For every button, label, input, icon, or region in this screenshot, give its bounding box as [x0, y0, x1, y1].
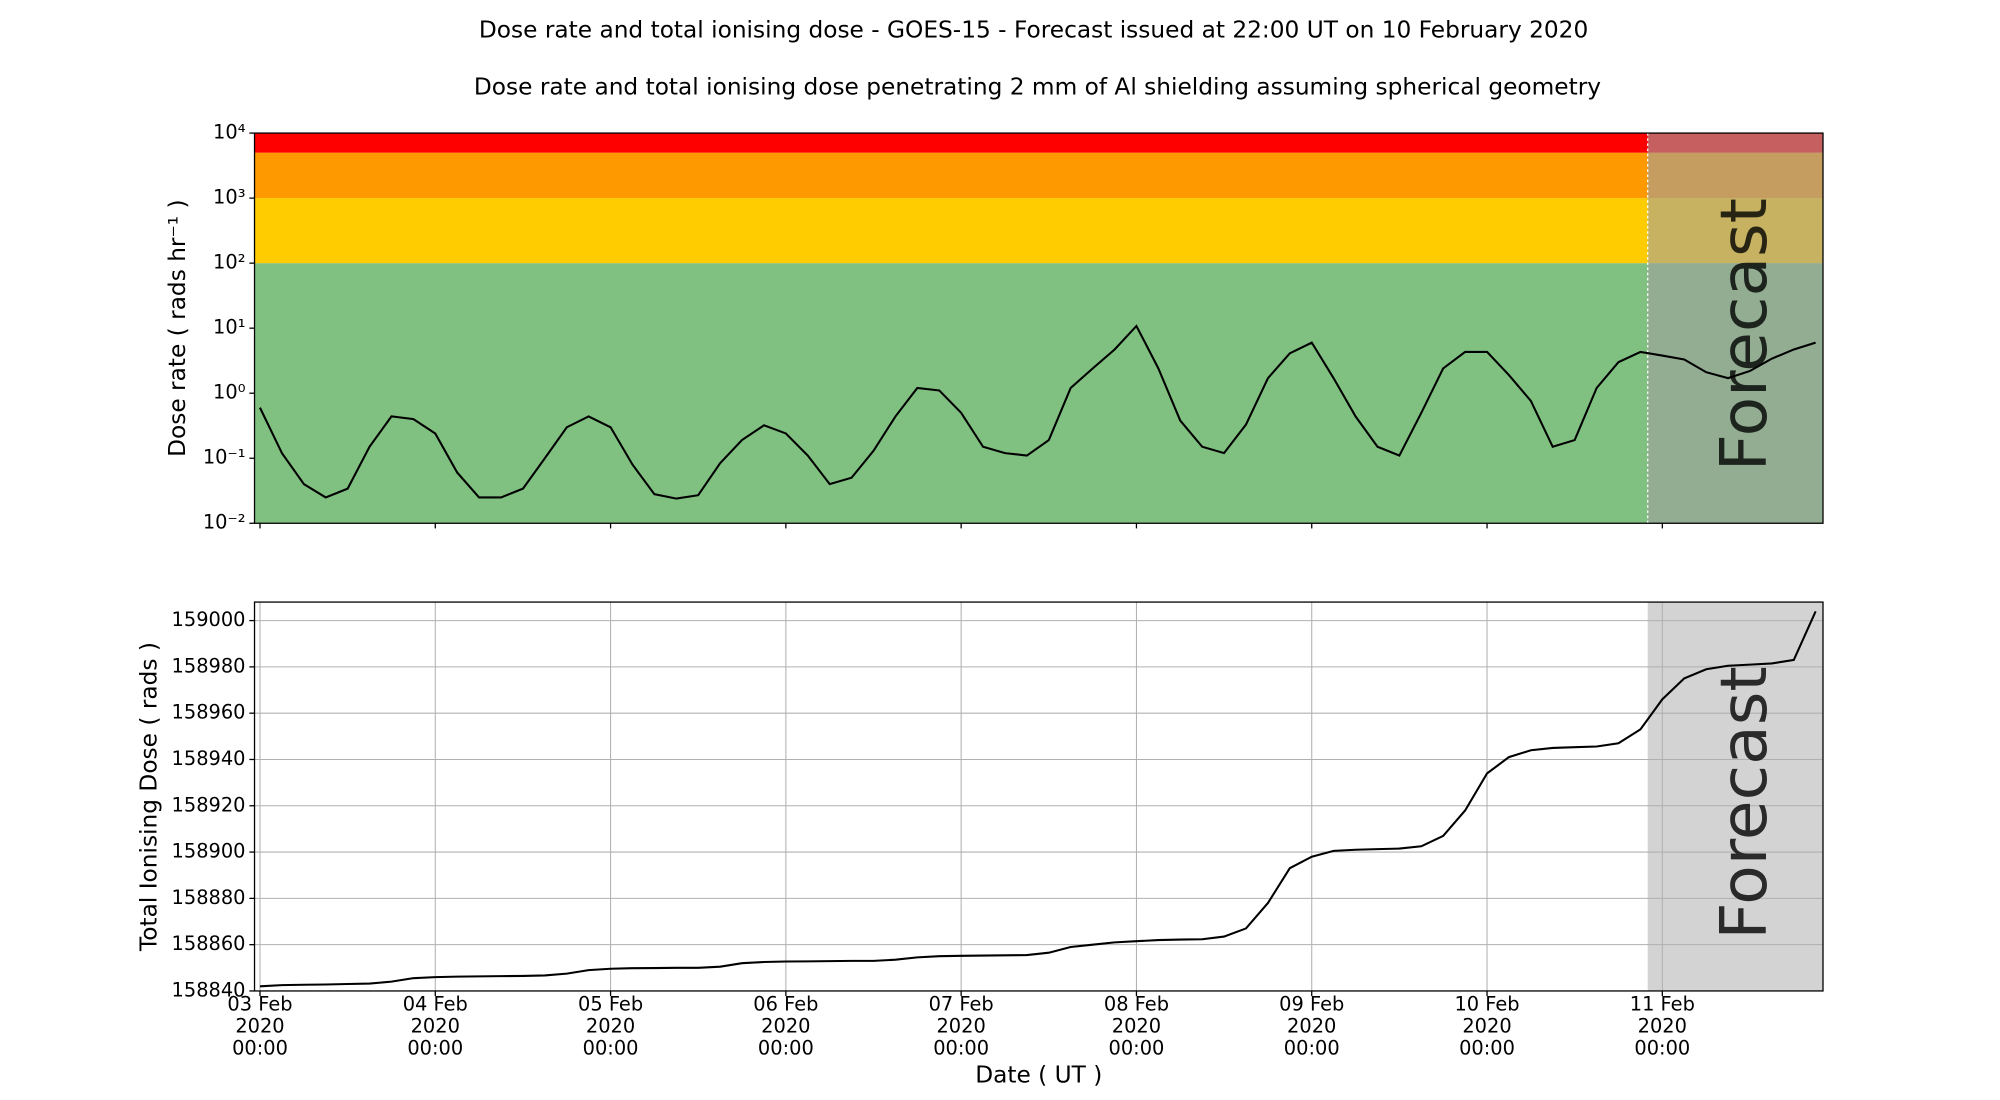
y-tick-label: 10⁻¹: [203, 446, 246, 469]
chart-subtitle: Dose rate and total ionising dose penetr…: [474, 73, 1601, 100]
x-tick-label: 10 Feb 2020 00:00: [1454, 992, 1520, 1060]
y-tick-label: 158940: [172, 747, 246, 770]
y-axis-label: Dose rate ( rads hr⁻¹ ): [164, 199, 191, 456]
y-tick-label: 158960: [172, 701, 246, 724]
data-line: [259, 324, 1816, 500]
risk-band: [254, 133, 1823, 153]
y-axis-label: Total Ionising Dose ( rads ): [135, 642, 162, 952]
x-tick-label: 08 Feb 2020 00:00: [1103, 992, 1170, 1060]
data-line: [259, 610, 1817, 988]
risk-band: [254, 263, 1823, 524]
x-tick-label: 04 Feb 2020 00:00: [402, 992, 468, 1060]
x-tick-label: 06 Feb 2020 00:00: [753, 992, 819, 1060]
y-tick-label: 158860: [172, 932, 246, 955]
y-tick-label: 10⁴: [213, 121, 246, 144]
y-tick-label: 158840: [172, 978, 246, 1001]
x-axis-label: Date ( UT ): [975, 1062, 1102, 1089]
y-tick-label: 10⁻²: [203, 511, 246, 534]
plot-frame: [253, 132, 1824, 524]
forecast-region: [1647, 133, 1823, 524]
chart-title: Dose rate and total ionising dose - GOES…: [479, 17, 1588, 44]
risk-band: [254, 198, 1823, 264]
y-tick-label: 10²: [213, 251, 245, 274]
x-tick-label: 09 Feb 2020 00:00: [1279, 992, 1345, 1060]
forecast-label: Forecast: [1707, 198, 1782, 471]
y-tick-label: 159000: [172, 608, 246, 631]
y-tick-label: 158900: [172, 840, 246, 863]
x-tick-label: 11 Feb 2020 00:00: [1629, 992, 1695, 1060]
x-tick-label: 03 Feb 2020 00:00: [227, 992, 293, 1060]
y-tick-label: 10³: [213, 186, 245, 209]
y-tick-label: 158920: [172, 793, 246, 816]
x-tick-label: 07 Feb 2020 00:00: [928, 992, 994, 1060]
y-tick-label: 10⁰: [213, 381, 246, 404]
plot-frame: [253, 601, 1824, 992]
forecast-label: Forecast: [1707, 666, 1782, 939]
x-tick-label: 05 Feb 2020 00:00: [577, 992, 644, 1060]
y-tick-label: 158980: [172, 654, 246, 677]
y-tick-label: 10¹: [213, 316, 245, 339]
risk-band: [254, 152, 1823, 199]
y-tick-label: 158880: [172, 886, 246, 909]
